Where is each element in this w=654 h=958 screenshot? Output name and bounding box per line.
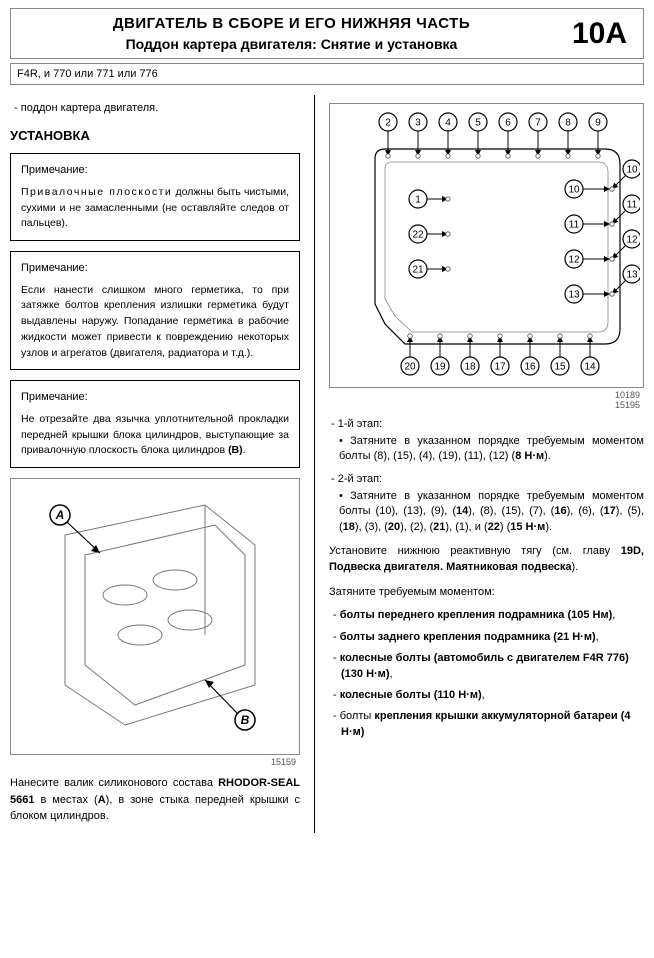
svg-text:8: 8	[565, 118, 571, 129]
torque-intro: Затяните требуемым моментом:	[329, 584, 644, 601]
svg-text:B: B	[241, 713, 250, 727]
svg-text:21: 21	[412, 265, 424, 276]
reactive-rod-para: Установите нижнюю реактивную тягу (см. г…	[329, 543, 644, 576]
note-label: Примечание:	[21, 389, 289, 406]
stage-1-list: Затяните в указанном порядке требуемым м…	[329, 434, 644, 465]
svg-text:12: 12	[568, 255, 580, 266]
note-label: Примечание:	[21, 162, 289, 179]
note-box-1: Примечание: Привалочные плоскости должны…	[10, 153, 300, 241]
stage-2-list: Затяните в указанном порядке требуемым м…	[329, 489, 644, 535]
engine-spec-box: F4R, и 770 или 771 или 776	[10, 63, 644, 85]
svg-text:2: 2	[385, 118, 391, 129]
page-header: ДВИГАТЕЛЬ В СБОРЕ И ЕГО НИЖНЯЯ ЧАСТЬ Под…	[10, 8, 644, 59]
svg-text:5: 5	[475, 118, 481, 129]
svg-text:19: 19	[434, 362, 446, 373]
svg-text:3: 3	[415, 118, 421, 129]
note-label: Примечание:	[21, 260, 289, 277]
svg-text:13: 13	[626, 270, 638, 281]
figure-number-left: 15159	[10, 757, 296, 767]
note-box-3: Примечание: Не отрезайте два язычка упло…	[10, 380, 300, 468]
stage-1-item: Затяните в указанном порядке требуемым м…	[339, 434, 644, 465]
sealant-caption: Нанесите валик силиконового состава RHOD…	[10, 775, 300, 825]
note-text: Не отрезайте два язычка уплотнительной п…	[21, 412, 289, 459]
torque-item: болты заднего крепления подрамника (21 Н…	[333, 630, 644, 645]
torque-item: колесные болты (110 Н·м),	[333, 688, 644, 703]
svg-text:12: 12	[626, 235, 638, 246]
svg-text:17: 17	[494, 362, 506, 373]
figure-number-inner: 10189	[329, 390, 640, 400]
svg-text:13: 13	[568, 290, 580, 301]
svg-text:16: 16	[524, 362, 536, 373]
engine-figure: A B	[10, 478, 300, 755]
stage-2-label: - 2-й этап:	[331, 473, 644, 485]
torque-item: болты крепления крышки аккумуляторной ба…	[333, 709, 644, 740]
header-title-2: Поддон картера двигателя: Снятие и устан…	[19, 36, 564, 52]
svg-text:9: 9	[595, 118, 601, 129]
svg-text:10: 10	[568, 185, 580, 196]
svg-text:10: 10	[626, 165, 638, 176]
svg-text:11: 11	[627, 200, 638, 211]
svg-text:18: 18	[464, 362, 476, 373]
intro-item: поддон картера двигателя.	[14, 101, 300, 116]
stage-2-item: Затяните в указанном порядке требуемым м…	[339, 489, 644, 535]
install-heading: УСТАНОВКА	[10, 128, 300, 143]
svg-text:15: 15	[554, 362, 566, 373]
bolt-sequence-figure: 2345678910111213201918171615141222110111…	[329, 103, 644, 388]
note-text: Если нанести слишком много герметика, то…	[21, 283, 289, 362]
note-text: Привалочные плоскости должны быть чистым…	[21, 185, 289, 232]
note-box-2: Примечание: Если нанести слишком много г…	[10, 251, 300, 370]
svg-text:1: 1	[415, 195, 421, 206]
intro-list: поддон картера двигателя.	[10, 101, 300, 116]
svg-text:14: 14	[584, 362, 596, 373]
svg-text:20: 20	[404, 362, 416, 373]
torque-list: болты переднего крепления подрамника (10…	[329, 608, 644, 740]
svg-text:11: 11	[569, 220, 580, 231]
svg-text:A: A	[55, 508, 65, 522]
torque-item: болты переднего крепления подрамника (10…	[333, 608, 644, 623]
svg-text:7: 7	[535, 118, 541, 129]
stage-1-label: - 1-й этап:	[331, 418, 644, 430]
section-code: 10A	[564, 17, 635, 51]
header-title-1: ДВИГАТЕЛЬ В СБОРЕ И ЕГО НИЖНЯЯ ЧАСТЬ	[19, 15, 564, 32]
figure-number-right: 15195	[329, 400, 640, 410]
torque-item: колесные болты (автомобиль с двигателем …	[333, 651, 644, 682]
svg-text:22: 22	[412, 230, 424, 241]
svg-text:6: 6	[505, 118, 511, 129]
svg-text:4: 4	[445, 118, 451, 129]
